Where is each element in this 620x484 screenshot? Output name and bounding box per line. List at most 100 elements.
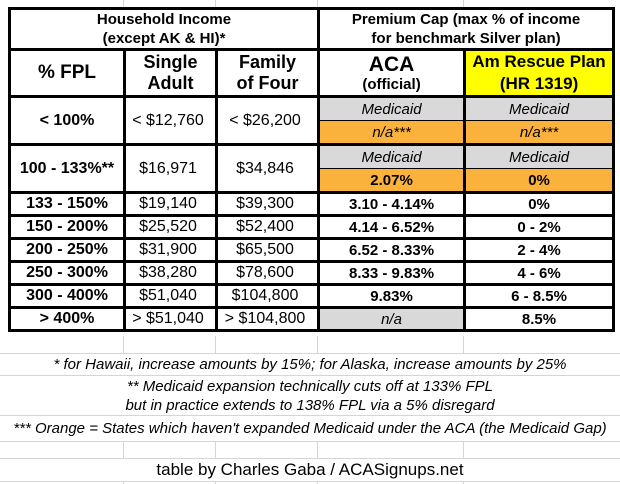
table-row: 100 - 133%** $16,971 $34,846 Medicaid Me…	[8, 143, 616, 194]
col-header-aca-line2: (official)	[362, 76, 421, 93]
footnote-medicaid-expansion-line1: ** Medicaid expansion technically cuts o…	[126, 377, 494, 395]
gridline	[123, 481, 124, 484]
header-household-income-line2: (except AK & HI)*	[102, 30, 226, 47]
gridline	[463, 441, 464, 458]
single-adult-cell: $19,140	[123, 191, 218, 217]
aca-pct-cell: 3.10 - 4.14%	[317, 191, 467, 217]
gridline	[215, 441, 216, 458]
single-adult-cell: < $12,760	[123, 95, 218, 146]
gridline	[317, 481, 318, 484]
col-header-single-adult: Single Adult	[123, 48, 218, 98]
col-header-arp-line2: (HR 1319)	[499, 74, 579, 93]
col-header-single-line1: Single	[143, 52, 198, 73]
fpl-cell: 300 - 400%	[8, 283, 126, 309]
arp-pct-cell: 0%	[463, 191, 616, 217]
arp-na-cell: n/a***	[463, 120, 616, 146]
gridline	[215, 336, 216, 353]
gridline	[317, 441, 318, 458]
fpl-cell: 133 - 150%	[8, 191, 126, 217]
single-adult-cell: $16,971	[123, 143, 218, 194]
family-of-four-cell: > $104,800	[214, 306, 321, 332]
table-row: 200 - 250% $31,900 $65,500 6.52 - 8.33% …	[8, 237, 616, 263]
table-row: 300 - 400% $51,040 $104,800 9.83% 6 - 8.…	[8, 283, 616, 309]
col-header-family-of-four: Family of Four	[214, 48, 321, 98]
single-adult-cell: > $51,040	[123, 306, 218, 332]
gridline	[0, 353, 620, 354]
gridline	[0, 481, 620, 482]
aca-medicaid-cell: Medicaid	[317, 143, 467, 169]
family-of-four-cell: $78,600	[214, 260, 321, 286]
family-of-four-cell: $52,400	[214, 214, 321, 240]
gridline	[317, 0, 318, 7]
gridline	[463, 481, 464, 484]
family-of-four-cell: < $26,200	[214, 95, 321, 146]
arp-medicaid-cell: Medicaid	[463, 143, 616, 169]
table-row: 150 - 200% $25,520 $52,400 4.14 - 6.52% …	[8, 214, 616, 240]
table-row: 250 - 300% $38,280 $78,600 8.33 - 9.83% …	[8, 260, 616, 286]
col-header-am-rescue-plan: Am Rescue Plan (HR 1319)	[463, 48, 616, 98]
arp-pct-cell: 6 - 8.5%	[463, 283, 616, 309]
col-header-fpl: % FPL	[8, 48, 126, 98]
table-row: 133 - 150% $19,140 $39,300 3.10 - 4.14% …	[8, 191, 616, 217]
fpl-cell: 100 - 133%**	[8, 143, 126, 194]
family-of-four-cell: $39,300	[214, 191, 321, 217]
table-row: Household Income (except AK & HI)* Premi…	[7, 7, 616, 51]
footnote-medicaid-expansion-line2: but in practice extends to 138% FPL via …	[125, 396, 495, 414]
gridline	[215, 481, 216, 484]
gridline	[0, 375, 620, 376]
fpl-cell: 150 - 200%	[8, 214, 126, 240]
arp-pct-cell: 2 - 4%	[463, 237, 616, 263]
gridline	[0, 458, 620, 459]
gridline	[463, 336, 464, 353]
family-of-four-cell: $104,800	[214, 283, 321, 309]
gridline	[0, 415, 620, 416]
gridline	[215, 0, 216, 7]
table-row: % FPL Single Adult Family of Four ACA (o…	[8, 48, 616, 98]
fpl-cell: 250 - 300%	[8, 260, 126, 286]
single-adult-cell: $38,280	[123, 260, 218, 286]
table-row: n/a*** n/a***	[10, 120, 616, 146]
col-header-single-line2: Adult	[147, 73, 194, 93]
arp-pct-cell: 4 - 6%	[463, 260, 616, 286]
fpl-cell: > 400%	[8, 306, 126, 332]
footnote-hawaii-alaska: * for Hawaii, increase amounts by 15%; f…	[53, 356, 567, 373]
col-header-family-line1: Family	[239, 52, 297, 73]
gridline	[123, 441, 124, 458]
gridline	[317, 336, 318, 353]
aca-na-cell: n/a	[317, 306, 467, 332]
footnote-medicaid-gap: *** Orange = States which haven't expand…	[13, 420, 607, 437]
gridline	[123, 0, 124, 7]
col-header-aca-line1: ACA	[368, 53, 415, 76]
fpl-cell: 200 - 250%	[8, 237, 126, 263]
aca-medicaid-cell: Medicaid	[317, 95, 467, 121]
family-of-four-cell: $34,846	[214, 143, 321, 194]
aca-pct-cell: 4.14 - 6.52%	[317, 214, 467, 240]
aca-pct-cell: 6.52 - 8.33%	[317, 237, 467, 263]
arp-pct-cell: 0 - 2%	[463, 214, 616, 240]
arp-pct-cell: 0%	[463, 168, 616, 194]
income-premium-cap-table: Household Income (except AK & HI)* Premi…	[7, 7, 616, 332]
header-household-income-line1: Household Income	[96, 11, 232, 29]
header-household-income: Household Income (except AK & HI)*	[7, 7, 321, 51]
table-row: < 100% < $12,760 < $26,200 Medicaid Medi…	[8, 95, 616, 146]
family-of-four-cell: $65,500	[214, 237, 321, 263]
aca-na-cell: n/a***	[317, 120, 467, 146]
header-premium-cap-line2: for benchmark Silver plan)	[371, 30, 561, 47]
credit-line: table by Charles Gaba / ACASignups.net	[156, 460, 464, 479]
single-adult-cell: $51,040	[123, 283, 218, 309]
table-row: > 400% > $51,040 > $104,800 n/a 8.5%	[8, 306, 616, 332]
aca-pct-cell: 8.33 - 9.83%	[317, 260, 467, 286]
arp-pct-cell: 8.5%	[463, 306, 616, 332]
header-premium-cap-line1: Premium Cap (max % of income	[351, 11, 581, 29]
col-header-aca: ACA (official)	[317, 48, 467, 98]
footnote-medicaid-expansion: ** Medicaid expansion technically cuts o…	[0, 376, 620, 415]
table-row: 2.07% 0%	[10, 168, 616, 194]
gridline	[0, 441, 620, 442]
single-adult-cell: $25,520	[123, 214, 218, 240]
gridline	[123, 336, 124, 353]
gridline	[463, 0, 464, 7]
header-premium-cap: Premium Cap (max % of income for benchma…	[317, 7, 616, 51]
aca-pct-cell: 9.83%	[317, 283, 467, 309]
aca-pct-cell: 2.07%	[317, 168, 467, 194]
